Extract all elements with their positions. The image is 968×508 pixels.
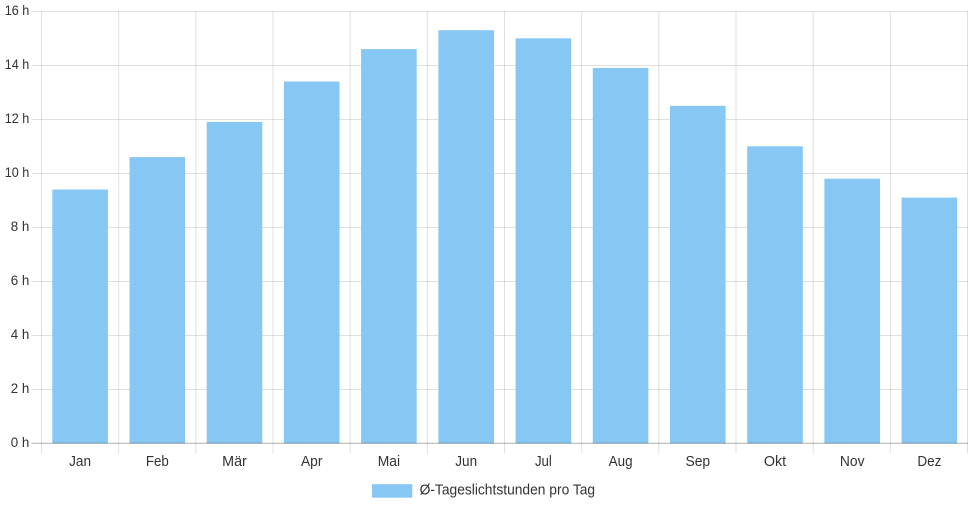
svg-text:16 h: 16 h bbox=[5, 2, 30, 18]
svg-text:Jun: Jun bbox=[455, 453, 477, 470]
svg-text:Apr: Apr bbox=[301, 453, 323, 470]
svg-text:6 h: 6 h bbox=[11, 272, 30, 288]
svg-text:4 h: 4 h bbox=[11, 326, 30, 342]
svg-text:Mai: Mai bbox=[378, 453, 400, 470]
svg-text:Dez: Dez bbox=[917, 453, 941, 470]
svg-text:8 h: 8 h bbox=[11, 218, 30, 234]
svg-text:Sep: Sep bbox=[685, 453, 710, 470]
svg-text:Aug: Aug bbox=[609, 453, 633, 470]
svg-text:Jan: Jan bbox=[69, 453, 91, 470]
svg-text:Ø-Tageslichtstunden pro Tag: Ø-Tageslichtstunden pro Tag bbox=[420, 481, 595, 498]
svg-text:14 h: 14 h bbox=[5, 56, 30, 72]
svg-text:Feb: Feb bbox=[146, 453, 169, 470]
svg-text:Mär: Mär bbox=[222, 453, 247, 470]
svg-text:Nov: Nov bbox=[840, 453, 865, 470]
svg-text:10 h: 10 h bbox=[5, 164, 30, 180]
svg-text:Okt: Okt bbox=[764, 453, 787, 470]
svg-text:12 h: 12 h bbox=[5, 110, 30, 126]
svg-text:2 h: 2 h bbox=[11, 380, 30, 396]
svg-text:0 h: 0 h bbox=[11, 434, 30, 450]
svg-text:Jul: Jul bbox=[535, 453, 552, 470]
